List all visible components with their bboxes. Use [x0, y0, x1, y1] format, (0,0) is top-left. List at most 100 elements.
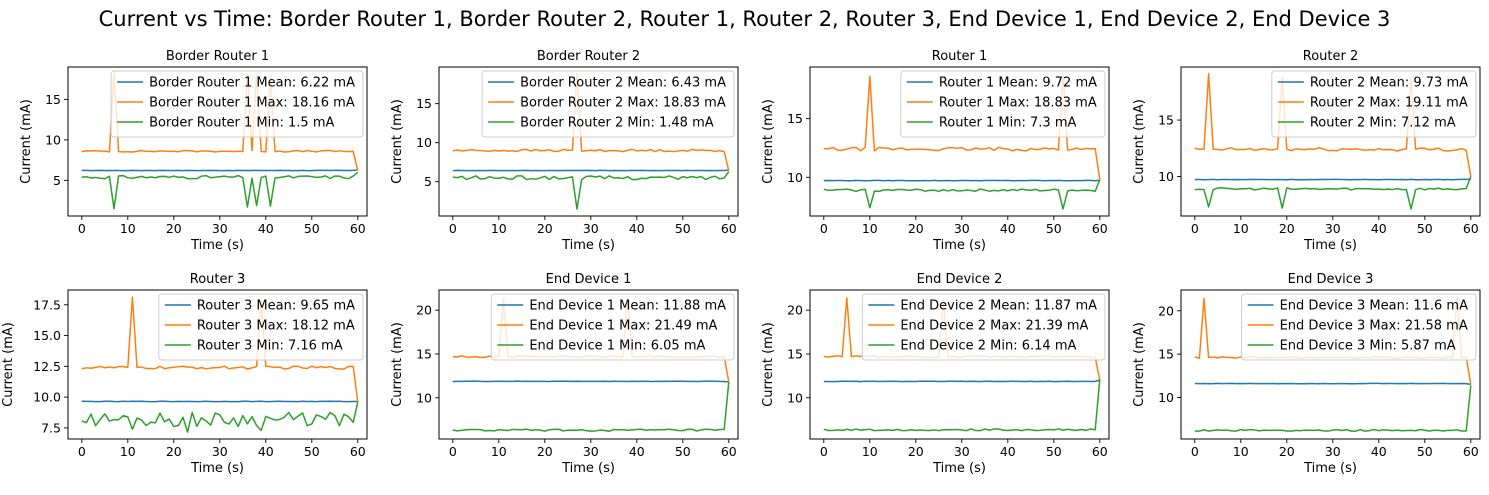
y-axis-label: Current (mA) — [1132, 322, 1147, 407]
legend-entry-max: End Device 1 Max: 21.49 mA — [529, 319, 717, 334]
axes-frame — [1180, 66, 1481, 217]
x-tick-label: 30 — [212, 444, 228, 459]
legend-entry-mean: Router 1 Mean: 9.72 mA — [939, 76, 1097, 91]
legend-entry-mean: End Device 2 Mean: 11.87 mA — [900, 299, 1097, 314]
series-line-mean — [452, 169, 729, 172]
subplot-title: End Device 3 — [1288, 272, 1374, 287]
y-tick-label: 15.0 — [33, 328, 61, 343]
x-tick-label: 60 — [721, 221, 737, 236]
legend: Router 1 Mean: 9.72 mA Router 1 Max: 18.8… — [900, 70, 1106, 138]
legend-entry-min: Border Router 2 Min: 1.48 mA — [520, 116, 714, 131]
legend-frame — [110, 70, 364, 138]
legend: End Device 2 Mean: 11.87 mA End Device 2 … — [861, 293, 1106, 361]
x-tick-label: 50 — [1046, 221, 1062, 236]
x-tick-label: 20 — [1279, 221, 1295, 236]
y-tick-label: 15 — [787, 346, 803, 361]
x-tick-label: 40 — [629, 444, 645, 459]
x-tick-label: 20 — [537, 221, 553, 236]
x-tick-label: 40 — [258, 444, 274, 459]
x-tick-label: 60 — [721, 444, 737, 459]
series-line-mean — [81, 169, 358, 172]
x-tick-label: 60 — [350, 444, 366, 459]
legend-entry-min: Border Router 1 Min: 1.5 mA — [149, 116, 334, 131]
x-tick-label: 40 — [1371, 444, 1387, 459]
series-line-max — [1194, 72, 1472, 177]
subplot-border-router-1: 0 10 20 30 40 50 60 5 10 15 Border Router 1 Time (s… — [19, 49, 368, 253]
x-tick-label: 0 — [1191, 221, 1199, 236]
legend-frame — [158, 293, 364, 361]
x-tick-label: 50 — [675, 444, 691, 459]
y-tick-label: 5 — [424, 174, 432, 189]
legend-entry-max: Router 1 Max: 18.83 mA — [939, 96, 1097, 111]
subplot-title: Router 3 — [190, 272, 246, 287]
subplot-end-device-2: 0 10 20 30 40 50 60 10 15 20 End Device 2 Time (s) C… — [761, 272, 1110, 476]
axes-frame — [67, 66, 368, 217]
x-tick-label: 50 — [304, 444, 320, 459]
x-tick-label: 40 — [1000, 221, 1016, 236]
legend-frame — [1271, 70, 1477, 138]
y-axis-label: Current (mA) — [761, 99, 776, 184]
legend-entry-min: End Device 2 Min: 6.14 mA — [900, 339, 1076, 354]
legend: End Device 1 Mean: 11.88 mA End Device 1 … — [490, 293, 735, 361]
x-tick-label: 10 — [120, 444, 136, 459]
y-tick-label: 15 — [45, 92, 61, 107]
y-tick-label: 10 — [416, 135, 432, 150]
series-line-min — [823, 379, 1101, 432]
x-axis-label: Time (s) — [1303, 238, 1357, 253]
x-tick-label: 20 — [1279, 444, 1295, 459]
axes-frame — [809, 66, 1110, 217]
legend-entry-max: End Device 2 Max: 21.39 mA — [900, 319, 1088, 334]
x-tick-label: 20 — [537, 444, 553, 459]
subplot-end-device-3: 0 10 20 30 40 50 60 10 15 20 End Device 3 Time (s) C… — [1132, 272, 1481, 476]
series-line-mean — [823, 379, 1100, 383]
legend-frame — [481, 70, 735, 138]
legend-entry-mean: End Device 1 Mean: 11.88 mA — [529, 299, 726, 314]
x-tick-label: 30 — [583, 444, 599, 459]
y-tick-label: 10.0 — [33, 390, 61, 405]
x-tick-label: 60 — [1092, 444, 1108, 459]
axes-frame — [438, 289, 739, 440]
y-tick-label: 10 — [1158, 390, 1174, 405]
legend-frame — [490, 293, 735, 361]
subplot-end-device-1: 0 10 20 30 40 50 60 10 15 20 End Device 1 Time (s) C… — [390, 272, 739, 476]
x-tick-label: 50 — [304, 221, 320, 236]
legend-entry-max: Border Router 2 Max: 18.83 mA — [520, 96, 726, 111]
subplot-router-2: 0 10 20 30 40 50 60 10 15 Router 2 Time (s) Current… — [1132, 49, 1481, 253]
y-tick-label: 15 — [1158, 113, 1174, 128]
series-line-mean — [1194, 382, 1471, 386]
series-line-min — [452, 171, 730, 210]
x-axis-label: Time (s) — [1303, 461, 1357, 476]
x-tick-label: 60 — [1463, 444, 1479, 459]
x-tick-label: 0 — [449, 221, 457, 236]
axes-frame — [809, 289, 1110, 440]
y-axis-label: Current (mA) — [1132, 99, 1147, 184]
legend-entry-max: Router 3 Max: 18.12 mA — [197, 319, 355, 334]
subplot-title: Router 2 — [1303, 49, 1359, 64]
x-tick-label: 20 — [166, 444, 182, 459]
legend: Border Router 1 Mean: 6.22 mA Border Rout… — [110, 70, 364, 138]
legend: End Device 3 Mean: 11.6 mA End Device 3 M… — [1241, 293, 1477, 361]
x-tick-label: 10 — [491, 221, 507, 236]
legend-entry-max: End Device 3 Max: 21.58 mA — [1280, 319, 1468, 334]
subplot-title: Border Router 2 — [537, 49, 640, 64]
legend-entry-min: Router 1 Min: 7.3 mA — [939, 116, 1077, 131]
x-axis-label: Time (s) — [932, 238, 986, 253]
legend-entry-min: Router 2 Min: 7.12 mA — [1310, 116, 1456, 131]
series-line-max — [823, 72, 1101, 180]
legend-frame — [1241, 293, 1477, 361]
legend-entry-mean: Border Router 1 Mean: 6.22 mA — [149, 76, 355, 91]
x-tick-label: 0 — [820, 221, 828, 236]
y-tick-label: 10 — [45, 132, 61, 147]
x-tick-label: 10 — [120, 221, 136, 236]
x-tick-label: 20 — [908, 221, 924, 236]
y-tick-label: 12.5 — [33, 359, 61, 374]
axes-frame — [1180, 289, 1481, 440]
x-tick-label: 40 — [258, 221, 274, 236]
subplot-router-3: 0 10 20 30 40 50 60 7.5 10.0 12.5 15.0 17.5 Router 3… — [1, 272, 368, 476]
y-tick-label: 10 — [1158, 169, 1174, 184]
x-tick-label: 10 — [1233, 221, 1249, 236]
subplot-title: End Device 1 — [546, 272, 632, 287]
x-tick-label: 10 — [1233, 444, 1249, 459]
x-tick-label: 30 — [954, 444, 970, 459]
